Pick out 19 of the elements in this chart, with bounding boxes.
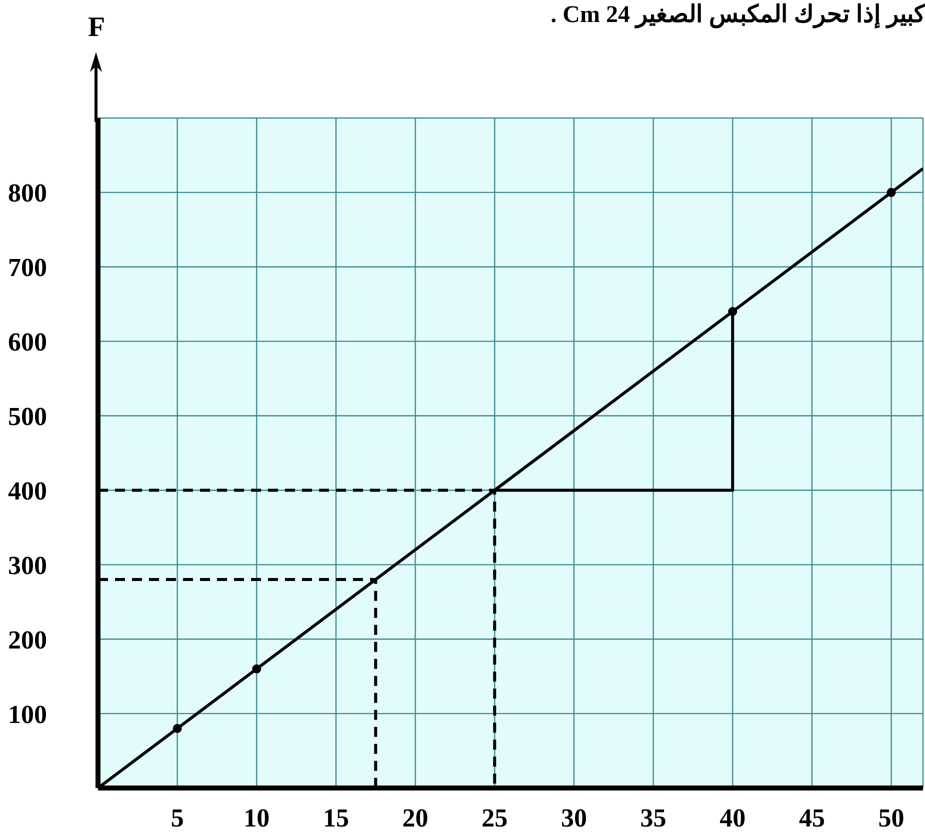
x-tick-label: 40 <box>720 803 746 832</box>
x-tick-label: 5 <box>170 803 184 832</box>
y-axis-title: F <box>88 12 106 44</box>
y-tick-label: 800 <box>8 178 47 208</box>
y-tick-label: 100 <box>8 700 47 729</box>
y-tick-label: 600 <box>8 328 47 357</box>
y-tick-label: 200 <box>8 625 47 654</box>
x-tick-label: 20 <box>402 803 428 832</box>
x-tick-label: 50 <box>878 803 904 832</box>
x-tick-label: 10 <box>244 803 270 832</box>
y-tick-label: 500 <box>8 402 47 432</box>
x-tick-label: 35 <box>640 803 666 832</box>
x-tick-label: 25 <box>482 803 508 832</box>
y-tick-label: 300 <box>8 550 47 580</box>
x-tick-label: 30 <box>560 803 587 832</box>
y-tick-label: 700 <box>8 253 47 282</box>
x-tick-label: 15 <box>322 803 349 832</box>
x-tick-label: 45 <box>798 803 825 832</box>
y-tick-label: 400 <box>8 476 47 506</box>
